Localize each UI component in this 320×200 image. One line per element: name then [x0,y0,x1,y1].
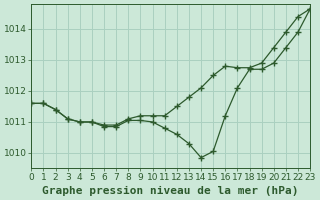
X-axis label: Graphe pression niveau de la mer (hPa): Graphe pression niveau de la mer (hPa) [43,186,299,196]
